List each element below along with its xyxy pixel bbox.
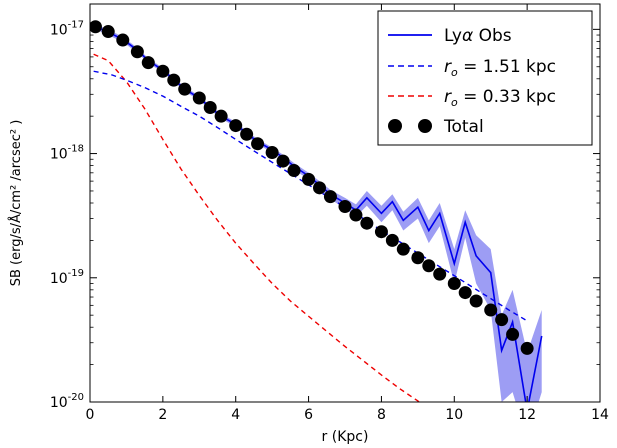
series-line-r-o-0-33-kpc [93, 53, 421, 402]
y-tick-label: 10-19 [50, 268, 84, 287]
total-point [396, 242, 410, 256]
legend-marker-total [418, 119, 432, 133]
total-point [287, 164, 301, 178]
legend-label-r2: ro = 0.33 kpc [444, 87, 556, 109]
legend-label-r1: ro = 1.51 kpc [444, 57, 556, 79]
total-point [116, 33, 130, 47]
total-point [349, 208, 363, 222]
total-point [385, 233, 399, 247]
legend-marker-total [388, 119, 402, 133]
total-point [520, 341, 534, 355]
y-axis: 10-17 10-18 10-19 10-20 [50, 19, 600, 411]
total-point [265, 146, 279, 159]
y-tick-label: 10-18 [50, 144, 84, 163]
total-point [203, 100, 217, 114]
x-tick-label: 10 [445, 407, 463, 423]
total-point [447, 276, 461, 290]
x-axis-label: r (Kpc) [322, 429, 369, 445]
total-point [360, 216, 374, 230]
legend-box [377, 10, 593, 146]
total-point [411, 251, 425, 265]
total-point [469, 294, 483, 308]
total-point [229, 119, 243, 133]
x-tick-label: 14 [591, 407, 609, 423]
total-point [130, 45, 144, 59]
x-tick-label: 0 [86, 407, 95, 423]
x-axis: 0 2 4 6 8 10 12 14 [86, 4, 609, 423]
x-tick-label: 12 [518, 407, 536, 423]
total-point [156, 64, 170, 78]
total-point [214, 109, 228, 123]
total-point [506, 327, 520, 341]
total-point [276, 154, 290, 168]
total-point [495, 313, 509, 327]
x-tick-label: 2 [158, 407, 167, 423]
total-point [192, 91, 206, 105]
x-tick-label: 6 [304, 407, 313, 423]
y-tick-label: 10-20 [50, 392, 84, 411]
total-point [338, 199, 352, 213]
total-point [240, 127, 254, 141]
total-point [433, 267, 447, 281]
total-point [374, 225, 388, 239]
total-point [323, 190, 337, 204]
total-point [313, 181, 326, 195]
total-point [90, 20, 102, 34]
legend-label-total: Total [443, 117, 484, 137]
total-point [101, 25, 115, 39]
legend-label-lya-obs: Lyα Obs [444, 26, 512, 46]
total-point [302, 172, 316, 186]
total-point [167, 73, 181, 87]
y-axis-label: SB (erg/s/Å/cm² /arcsec² ) [8, 120, 24, 287]
total-point [251, 137, 265, 151]
total-point [458, 286, 472, 300]
legend: Lyα Obs ro = 1.51 kpc ro = 0.33 kpc Tota… [377, 10, 593, 146]
total-point [422, 259, 436, 273]
total-point [141, 56, 155, 70]
y-tick-label: 10-17 [50, 19, 84, 38]
x-tick-label: 8 [377, 407, 386, 423]
total-point [484, 303, 498, 317]
x-tick-label: 4 [231, 407, 240, 423]
total-point [178, 82, 192, 96]
